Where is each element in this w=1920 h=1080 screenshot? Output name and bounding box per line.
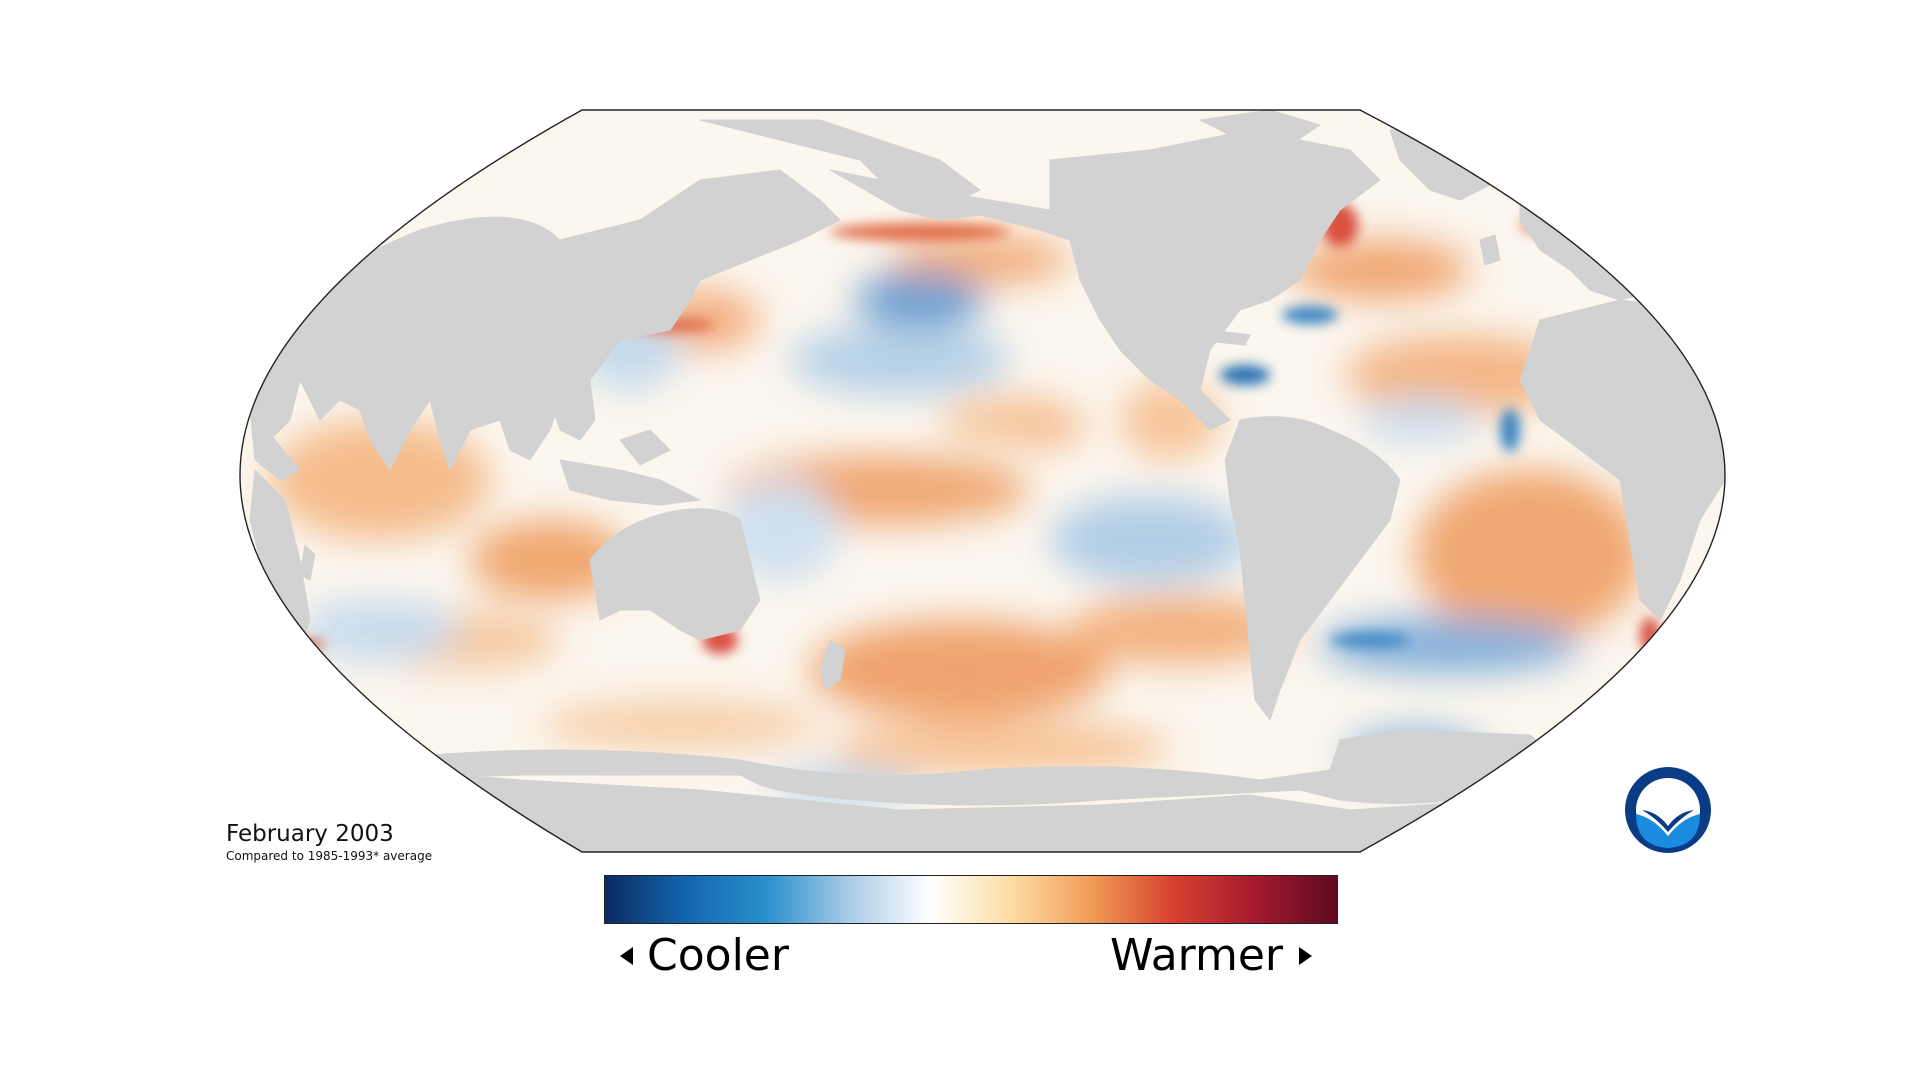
cool-anomaly-patch (1320, 617, 1580, 673)
arabia-landmass (247, 389, 301, 481)
cool-anomaly-patch (1282, 306, 1338, 324)
warm-anomaly-patch (830, 720, 1170, 776)
madagascar-landmass (299, 544, 316, 581)
legend-warmer: Warmer (1110, 928, 1312, 984)
north-america-landmass (1049, 129, 1381, 431)
logo-bird-icon (1642, 810, 1694, 832)
warm-anomaly-patch (1070, 595, 1290, 665)
triangle-left-icon (620, 947, 633, 965)
japan-landmass (669, 249, 706, 311)
caption-date: February 2003 (226, 821, 394, 847)
new-zealand-landmass (819, 639, 846, 691)
noaa-logo: NOAA (1625, 767, 1711, 853)
cool-anomaly-patch (1360, 398, 1480, 442)
globe-outline (239, 109, 1726, 853)
warm-anomaly-patch (470, 520, 630, 600)
cool-anomaly-patch (300, 600, 460, 660)
warmer-label: Warmer (1110, 930, 1283, 981)
british-isles (1479, 234, 1501, 266)
cool-anomaly-patch (1500, 408, 1520, 452)
warm-anomaly-patch (1345, 335, 1575, 415)
cool-anomaly-patch (720, 480, 840, 580)
cool-anomaly-patch (855, 272, 985, 328)
alaska-landmass (829, 169, 1071, 241)
indonesia-landmass (559, 429, 701, 506)
warm-anomaly-patch (1415, 470, 1645, 640)
warm-anomaly-patch (810, 620, 1110, 720)
cool-anomaly-patch (1330, 632, 1410, 648)
warm-anomaly-patch (1290, 240, 1470, 300)
canadian-archipelago (1199, 110, 1321, 146)
anomaly-colorbar (604, 875, 1338, 924)
land-layer (244, 110, 1725, 852)
cool-anomaly-patch (790, 325, 1010, 395)
cool-anomaly-patch (1220, 365, 1270, 385)
logo-wave (1636, 814, 1700, 848)
indochina-landmass (549, 359, 596, 441)
map-caption: February 2003 Compared to 1985-1993* ave… (226, 820, 432, 864)
warm-anomaly-patch (1005, 412, 1085, 448)
logo-text: NOAA (1647, 785, 1689, 800)
warm-anomaly-patch (275, 639, 325, 651)
cooler-label: Cooler (647, 930, 789, 981)
warm-anomaly-patch (540, 701, 820, 749)
warm-anomaly-patch (890, 235, 1070, 285)
south-america-landmass (1224, 416, 1401, 721)
legend-cooler: Cooler (620, 928, 789, 984)
warm-anomaly-patch (270, 420, 490, 540)
triangle-right-icon (1299, 947, 1312, 965)
caption-subtitle: Compared to 1985-1993* average (226, 849, 433, 863)
warm-anomaly-patch (830, 223, 1010, 241)
australia-landmass (589, 508, 761, 641)
cool-anomaly-patch (1050, 495, 1250, 585)
cuba-landmass (1209, 329, 1251, 346)
